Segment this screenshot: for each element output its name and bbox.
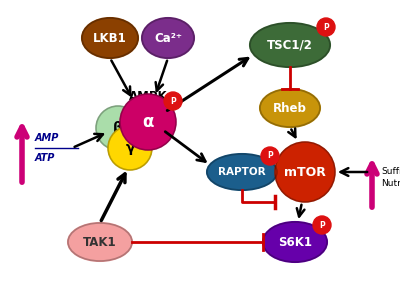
Circle shape (96, 106, 140, 150)
Circle shape (275, 142, 335, 202)
Text: AMPK: AMPK (129, 91, 167, 103)
Circle shape (164, 92, 182, 110)
Text: RAPTOR: RAPTOR (218, 167, 266, 177)
Text: P: P (170, 97, 176, 105)
Text: AMP: AMP (35, 133, 59, 143)
Ellipse shape (68, 223, 132, 261)
Text: P: P (323, 23, 329, 31)
Text: TSC1/2: TSC1/2 (267, 39, 313, 51)
Text: Sufficient: Sufficient (381, 168, 400, 176)
Ellipse shape (260, 89, 320, 127)
Circle shape (317, 18, 335, 36)
Ellipse shape (250, 23, 330, 67)
Text: P: P (319, 220, 325, 230)
Text: γ: γ (125, 141, 135, 155)
Circle shape (261, 147, 279, 165)
Circle shape (313, 216, 331, 234)
Text: ATP: ATP (35, 153, 55, 163)
Circle shape (108, 126, 152, 170)
Text: mTOR: mTOR (284, 165, 326, 178)
Circle shape (120, 94, 176, 150)
Ellipse shape (207, 154, 277, 190)
Text: Ca²⁺: Ca²⁺ (154, 31, 182, 45)
Text: α: α (142, 113, 154, 131)
Text: TAK1: TAK1 (83, 236, 117, 249)
Text: S6K1: S6K1 (278, 236, 312, 249)
Text: P: P (267, 151, 273, 160)
Text: β: β (113, 121, 123, 135)
Ellipse shape (142, 18, 194, 58)
Text: Rheb: Rheb (273, 102, 307, 115)
Text: LKB1: LKB1 (93, 31, 127, 45)
Text: Nutrients: Nutrients (381, 178, 400, 187)
Ellipse shape (82, 18, 138, 58)
Ellipse shape (263, 222, 327, 262)
